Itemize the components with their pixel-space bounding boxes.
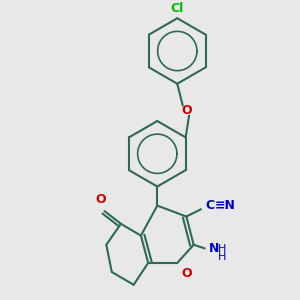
Text: H: H: [218, 244, 226, 254]
Text: O: O: [181, 103, 192, 117]
Text: O: O: [181, 267, 192, 280]
Text: ≡N: ≡N: [214, 199, 236, 212]
Text: C: C: [206, 199, 214, 212]
Text: O: O: [96, 193, 106, 206]
Text: Cl: Cl: [171, 2, 184, 15]
Text: H: H: [218, 252, 226, 262]
Text: N: N: [209, 242, 220, 255]
